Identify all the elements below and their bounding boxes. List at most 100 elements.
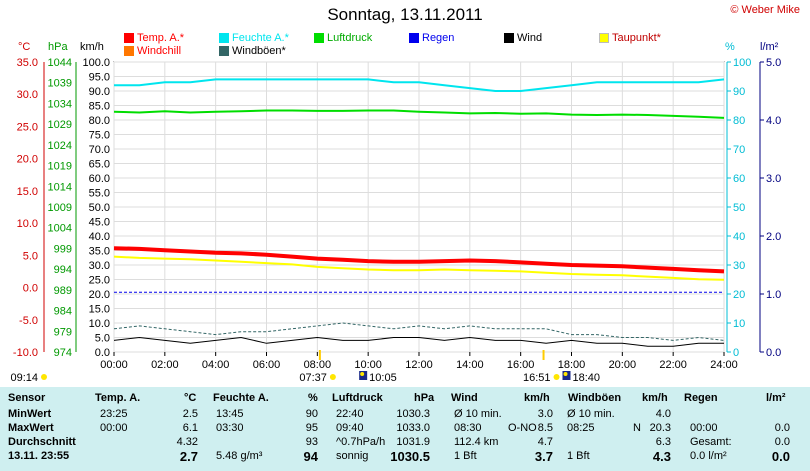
legend-swatch [409, 33, 419, 43]
page-title: Sonntag, 13.11.2011 [327, 5, 483, 24]
header-gusts: Windböen [568, 392, 622, 404]
table-cell-gust: 4.0 [655, 408, 671, 420]
moon-glyph [563, 372, 568, 376]
series-line-windben [113, 322, 725, 341]
tick-label-rain: 2.0 [766, 231, 781, 243]
table-cell-press: 1033.0 [396, 422, 430, 434]
header-gusts-unit: km/h [642, 392, 668, 404]
table-cell-rain: 0.0 [771, 449, 790, 464]
x-tick-label: 24:00 [710, 359, 738, 371]
tick-label-pressure: 1029 [48, 119, 72, 131]
legend-swatch [504, 33, 514, 43]
table-cell-rain-desc: Gesamt: [690, 436, 732, 448]
tick-label-pressure: 974 [54, 347, 72, 359]
event-time-label: 07:37 [299, 372, 327, 384]
tick-label-humidity: 40 [733, 231, 745, 243]
tick-label-pressure: 984 [54, 306, 72, 318]
table-cell-press: 1030.5 [390, 449, 430, 464]
tick-label-humidity: 30 [733, 260, 745, 272]
table-cell-hum: 93 [305, 436, 318, 448]
table-cell-gust-desc: 1 Bft [567, 450, 590, 462]
table-cell-gust-dir: N [633, 422, 641, 434]
header-wind: Wind [451, 392, 478, 404]
credit-text: © Weber Mike [730, 4, 800, 16]
legend-swatch [599, 33, 609, 43]
table-cell-label: MinWert [8, 408, 52, 420]
tick-label-wind: 15.0 [89, 304, 110, 316]
table-cell-temp: 4.32 [176, 436, 198, 448]
sun-icon [41, 374, 47, 380]
legend-swatch [124, 46, 134, 56]
tick-label-humidity: 10 [733, 318, 745, 330]
tick-label-temp: -10.0 [13, 347, 38, 359]
table-cell-wind: 4.7 [537, 436, 553, 448]
legend-wind: Wind [504, 32, 542, 44]
table-cell-rain-desc: 00:00 [690, 422, 718, 434]
tick-label-pressure: 1019 [48, 161, 72, 173]
table-cell-wind-dir: O-NO [508, 422, 537, 434]
tick-label-wind: 95.0 [89, 72, 110, 84]
header-wind-unit: km/h [524, 392, 550, 404]
legend-temp: Temp. A.* [124, 32, 184, 44]
table-cell-wind-desc: Ø 10 min. [454, 408, 502, 420]
event-time-label: 10:05 [369, 372, 397, 384]
header-temp: Temp. A. [95, 392, 141, 404]
table-cell-gust: 4.3 [652, 449, 671, 464]
tick-label-wind: 85.0 [89, 101, 110, 113]
table-cell-wind-desc: 08:30 [454, 422, 482, 434]
tick-label-humidity: 80 [733, 115, 745, 127]
table-cell-label: 13.11. 23:55 [8, 450, 70, 462]
tick-label-temp: 25.0 [17, 121, 38, 133]
x-tick-label: 22:00 [659, 359, 687, 371]
tick-label-humidity: 20 [733, 289, 745, 301]
table-cell-hum-time: 5.48 g/m³ [216, 450, 263, 462]
table-cell-rain-desc: 0.0 l/m² [690, 450, 727, 462]
tick-label-wind: 75.0 [89, 130, 110, 142]
unit-humidity: % [725, 41, 735, 53]
unit-wind: km/h [80, 41, 104, 53]
tick-label-humidity: 70 [733, 144, 745, 156]
tick-label-wind: 10.0 [89, 318, 110, 330]
tick-label-wind: 80.0 [89, 115, 110, 127]
tick-label-pressure: 1034 [48, 98, 72, 110]
legend-gusts: Windböen* [219, 45, 286, 57]
table-cell-label: Durchschnitt [8, 436, 76, 448]
tick-label-temp: 35.0 [17, 57, 38, 69]
table-cell-temp: 2.7 [179, 449, 198, 464]
x-tick-label: 16:00 [507, 359, 535, 371]
table-cell-press-time: sonnig [336, 450, 369, 462]
moon-glyph [360, 372, 365, 376]
table-cell-hum: 94 [303, 449, 318, 464]
header-sensor: Sensor [8, 392, 46, 404]
tick-label-temp: 15.0 [17, 186, 38, 198]
legend-pressure: Luftdruck [314, 32, 372, 44]
tick-label-pressure: 1024 [48, 140, 72, 152]
event-time-label: 18:40 [573, 372, 601, 384]
table-cell-hum: 90 [305, 408, 318, 420]
tick-label-pressure: 994 [54, 264, 72, 276]
tick-label-wind: 35.0 [89, 246, 110, 258]
table-cell-rain: 0.0 [774, 422, 790, 434]
table-cell-wind-desc: 112.4 km [454, 436, 499, 448]
tick-label-pressure: 1009 [48, 202, 72, 214]
table-cell-press: 1030.3 [396, 408, 430, 420]
series-line-tempa [113, 246, 725, 274]
series-line-luftdruck [113, 109, 725, 119]
tick-label-temp: 0.0 [23, 283, 38, 295]
tick-label-wind: 40.0 [89, 231, 110, 243]
table-cell-hum-time: 03:30 [216, 422, 244, 434]
table-cell-press-time: 09:40 [336, 422, 364, 434]
legend-swatch [124, 33, 134, 43]
header-pressure: Luftdruck [332, 392, 383, 404]
weather-chart: 100.095.090.085.080.075.070.065.060.055.… [10, 57, 781, 384]
tick-label-rain: 4.0 [766, 115, 781, 127]
unit-rain: l/m² [760, 41, 779, 53]
header-pressure-unit: hPa [414, 392, 435, 404]
table-cell-gust-desc: 08:25 [567, 422, 595, 434]
tick-label-rain: 1.0 [766, 289, 781, 301]
table-cell-wind: 8.5 [537, 422, 553, 434]
tick-label-humidity: 50 [733, 202, 745, 214]
legend-swatch [219, 46, 229, 56]
tick-label-humidity: 90 [733, 86, 745, 98]
legend-humidity: Feuchte A.* [219, 32, 289, 44]
